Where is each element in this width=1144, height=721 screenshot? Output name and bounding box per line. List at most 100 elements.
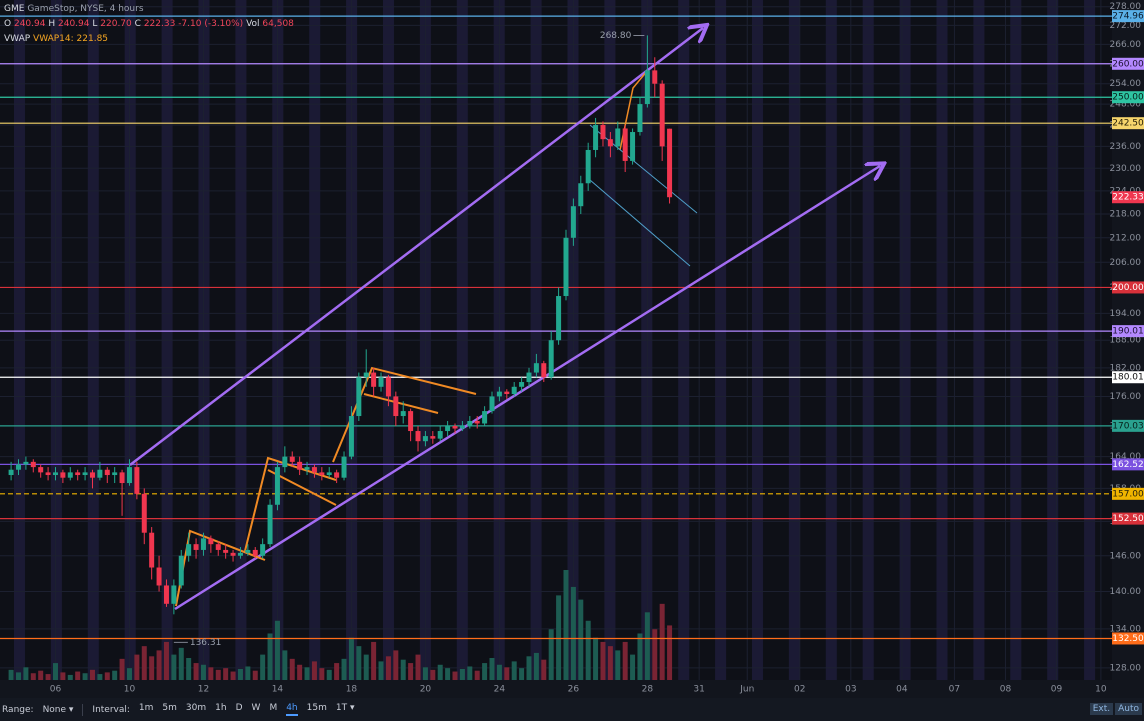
candle-body — [363, 372, 369, 378]
candle-body — [215, 544, 221, 550]
volume-bar — [208, 667, 214, 680]
candle-body — [297, 461, 303, 470]
volume-bar — [593, 637, 599, 680]
candle-body — [578, 183, 584, 207]
volume-bar — [319, 668, 325, 680]
candle-body — [452, 426, 458, 429]
volume-bar — [126, 668, 132, 680]
ohlc-key: H — [48, 19, 56, 29]
volume-bar — [489, 658, 495, 680]
candle-body — [607, 139, 613, 147]
interval-button[interactable]: 5m — [162, 703, 177, 713]
interval-button[interactable]: 30m — [185, 703, 207, 713]
candle-body — [526, 372, 532, 383]
interval-button[interactable]: 1m — [138, 703, 154, 713]
level-label: 274.96 — [1112, 12, 1144, 22]
volume-bar — [548, 629, 554, 680]
volume-bar — [237, 669, 243, 680]
y-tick-label: 230.00 — [1110, 164, 1142, 174]
interval-button[interactable]: 15m — [306, 703, 327, 713]
x-tick-label: 02 — [794, 685, 805, 695]
volume-bar — [526, 656, 532, 680]
volume-bar — [356, 646, 362, 680]
volume-bar — [245, 666, 251, 680]
volume-bar — [38, 670, 44, 680]
candle-body — [52, 472, 58, 476]
volume-bar — [260, 654, 266, 680]
volume-bar — [348, 637, 354, 680]
level-label: 132.50 — [1112, 634, 1144, 644]
legend: GME GameStop, NYSE, 4 hours O 240.94 H 2… — [4, 2, 294, 47]
interval-button[interactable]: W — [251, 703, 261, 713]
candle-body — [541, 363, 547, 378]
x-tick-label: 12 — [198, 685, 209, 695]
volume-bar — [304, 667, 310, 680]
candle-body — [230, 552, 236, 556]
candle-body — [75, 472, 81, 476]
y-tick-label: 194.00 — [1110, 309, 1142, 319]
volume-bar — [504, 667, 510, 680]
candle-body — [260, 544, 266, 556]
toggle-button[interactable]: Auto — [1115, 703, 1142, 715]
volume-bar — [311, 661, 317, 680]
level-label: 152.50 — [1112, 514, 1144, 524]
candle-body — [311, 467, 317, 473]
volume-bar — [223, 668, 229, 680]
volume-bar — [541, 659, 547, 680]
last-price-label: 222.33 — [1112, 193, 1144, 203]
y-tick-label: 206.00 — [1110, 258, 1142, 268]
volume-bar — [75, 671, 81, 680]
volume-bar — [45, 674, 51, 680]
volume-bar — [267, 633, 273, 680]
interval-button[interactable]: 4h — [286, 703, 298, 716]
x-tick-label: 03 — [845, 685, 856, 695]
volume-bar — [163, 641, 169, 680]
volume-bar — [467, 666, 473, 680]
volume-value: 64,508 — [262, 19, 294, 29]
candle-body — [97, 469, 103, 478]
interval-button[interactable]: 1h — [215, 703, 227, 713]
candle-body — [600, 124, 606, 140]
volume-bar — [519, 668, 525, 680]
volume-bar — [408, 663, 414, 680]
candle-body — [319, 472, 325, 476]
level-label-bg — [1112, 281, 1144, 294]
volume-bar — [363, 654, 369, 680]
candle-body — [193, 544, 199, 550]
candle-body — [45, 472, 51, 476]
intervals: 1m 5m 30m 1h D W M 4h 15m 1T ▾ — [139, 703, 364, 716]
toggle-button[interactable]: Ext. — [1089, 703, 1114, 715]
level-label-bg — [1112, 512, 1144, 525]
volume-bar — [297, 664, 303, 680]
candle-body — [134, 467, 140, 494]
candle-body — [445, 426, 451, 432]
candle-body — [371, 372, 377, 387]
interval-button[interactable]: D — [235, 703, 243, 713]
volume-bar — [112, 670, 118, 680]
interval-button[interactable]: M — [269, 703, 278, 713]
candle-body — [237, 552, 243, 556]
candle-body — [163, 585, 169, 604]
volume-bar — [570, 586, 576, 680]
candle-body — [171, 585, 177, 604]
y-tick-label: 248.00 — [1110, 100, 1142, 110]
candle-body — [149, 532, 155, 568]
range-select[interactable]: None ▾ — [42, 704, 74, 715]
candle-body — [15, 464, 21, 470]
volume-bar — [371, 641, 377, 680]
volume-bar — [556, 595, 562, 680]
candle-body — [467, 421, 473, 427]
volume-bar — [289, 658, 295, 680]
volume-bar — [15, 672, 21, 680]
volume-bar — [67, 674, 73, 680]
x-tick-label: 04 — [896, 685, 908, 695]
candle-body — [378, 377, 384, 387]
x-tick-label: Jun — [739, 685, 754, 695]
interval-button[interactable]: 1T ▾ — [335, 703, 355, 713]
x-tick-label: 10 — [1095, 685, 1107, 695]
volume-bar — [578, 599, 584, 680]
volume-bar — [652, 629, 658, 680]
candle-body — [585, 149, 591, 184]
candle-body — [637, 104, 643, 133]
volume-bar — [400, 659, 406, 680]
